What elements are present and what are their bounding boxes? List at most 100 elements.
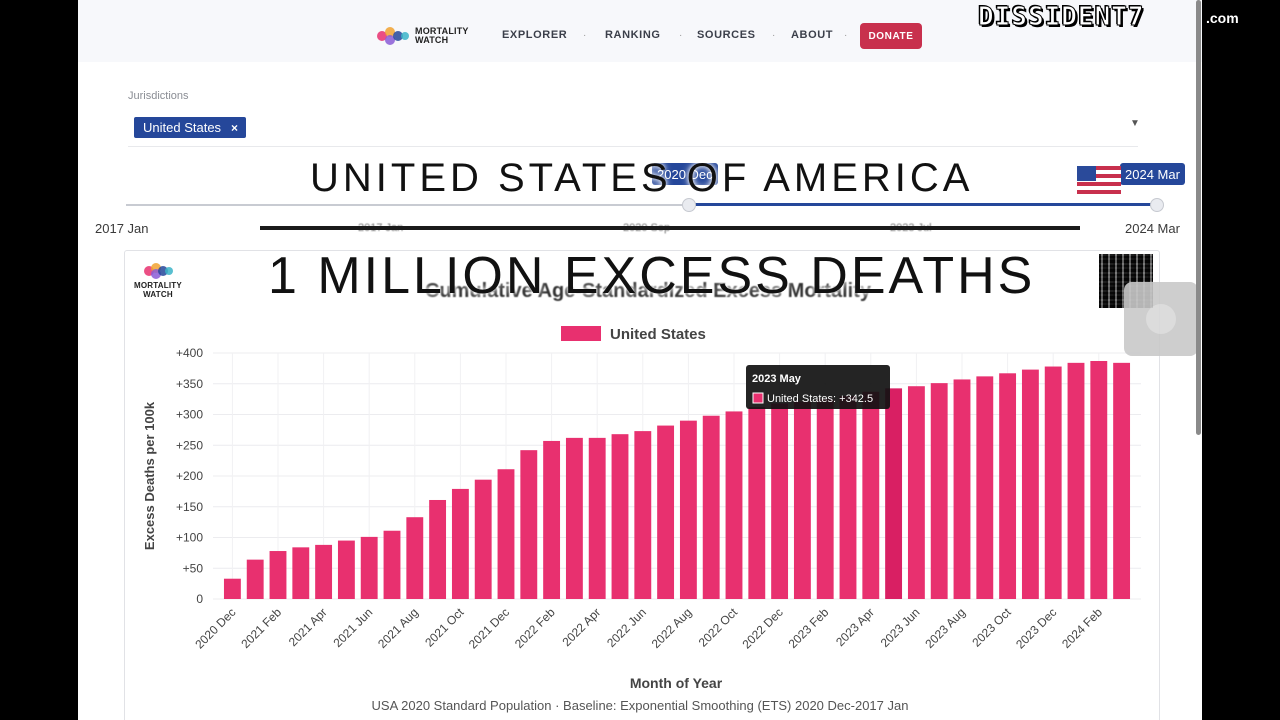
nav-link-explorer[interactable]: EXPLORER	[502, 29, 568, 41]
x-tick-label: 2022 Feb	[512, 605, 558, 651]
overlay-subheadline: 1 MILLION EXCESS DEATHS	[268, 247, 1036, 305]
chart-tooltip: 2023 May United States: +342.5	[746, 365, 890, 409]
bar-2022-aug[interactable]	[679, 420, 697, 599]
x-tick-label: 2021 Aug	[375, 605, 421, 651]
bar-2024-feb[interactable]	[1090, 360, 1108, 599]
slider-handle-start[interactable]	[682, 198, 696, 212]
scrollbar[interactable]	[1196, 0, 1201, 435]
bar-2023-feb[interactable]	[816, 399, 834, 599]
chart-logo: MORTALITY WATCH	[134, 262, 182, 299]
nav-link-sources[interactable]: SOURCES	[697, 29, 756, 41]
y-tick-label: +150	[176, 500, 203, 514]
bar-2022-oct[interactable]	[725, 411, 743, 599]
y-tick-label: +200	[176, 469, 203, 483]
bar-2023-may[interactable]	[885, 388, 903, 599]
y-axis-label: Excess Deaths per 100k	[142, 401, 157, 550]
bar-2021-nov[interactable]	[474, 479, 492, 599]
x-tick-label: 2023 Apr	[833, 605, 877, 649]
logo-line-1: MORTALITY	[415, 26, 469, 36]
y-axis-ticks: 0 +50 +100 +150 +200 +250 +300 +350 +400	[176, 346, 203, 606]
tooltip-title: 2023 May	[752, 373, 802, 385]
bar-2023-jul[interactable]	[930, 383, 948, 599]
chart-plot: United States 0 +50 +100 +150 +200 +250 +300 +3…	[142, 326, 1141, 713]
bar-2023-apr[interactable]	[862, 391, 880, 599]
x-tick-label: 2022 Aug	[649, 605, 695, 651]
bar-2021-jan[interactable]	[246, 559, 264, 599]
floating-overlay-button[interactable]	[1124, 282, 1198, 356]
mortality-watch-logo[interactable]: MORTALITY WATCH	[375, 24, 469, 48]
bar-2022-feb[interactable]	[543, 440, 561, 599]
bar-2021-jul[interactable]	[383, 530, 401, 599]
bar-2021-may[interactable]	[337, 540, 355, 599]
nav-separator: ·	[583, 30, 587, 41]
x-axis-ticks: 2020 Dec 2021 Feb 2021 Apr 2021 Jun 2021 Aug…	[192, 605, 1105, 652]
date-range-slider-track[interactable]	[126, 204, 1156, 206]
bar-2023-jun[interactable]	[907, 386, 925, 599]
bar-2021-aug[interactable]	[406, 517, 424, 599]
donate-button[interactable]: DONATE	[860, 23, 922, 49]
bar-2022-apr[interactable]	[588, 437, 606, 599]
bar-2021-jun[interactable]	[360, 536, 378, 599]
bar-2022-jan[interactable]	[520, 450, 538, 599]
bar-2021-oct[interactable]	[451, 488, 469, 599]
x-tick-label: 2022 Dec	[739, 605, 785, 651]
bar-2020-dec[interactable]	[223, 578, 241, 599]
bar-2021-apr[interactable]	[315, 544, 333, 599]
bar-2022-jun[interactable]	[634, 431, 652, 599]
bar-2023-oct[interactable]	[999, 373, 1017, 599]
bar-2023-jan[interactable]	[793, 401, 811, 599]
bar-2023-sep[interactable]	[976, 376, 994, 599]
slider-start-tooltip: 2020 Dec	[652, 163, 718, 185]
slider-max-label: 2024 Mar	[1125, 221, 1180, 236]
logo-icon	[377, 27, 409, 45]
bar-2022-nov[interactable]	[748, 407, 766, 599]
chart-logo-line-2: WATCH	[143, 290, 173, 299]
x-tick-label: 2023 Dec	[1013, 605, 1059, 651]
x-tick-label: 2023 Aug	[922, 605, 968, 651]
chevron-down-icon[interactable]: ▼	[1130, 118, 1140, 129]
x-tick-label: 2021 Dec	[466, 605, 512, 651]
tooltip-box	[746, 365, 890, 409]
x-tick-label: 2024 Feb	[1059, 605, 1105, 651]
chart-footnote: USA 2020 Standard Population · Baseline:…	[372, 698, 909, 713]
bar-2022-mar[interactable]	[565, 437, 583, 599]
x-tick-label: 2020 Dec	[192, 605, 238, 651]
jurisdiction-chip[interactable]: United States ×	[134, 117, 247, 138]
jurisdiction-chip-label: United States	[143, 120, 222, 135]
bar-2021-sep[interactable]	[429, 499, 447, 599]
legend-label: United States	[610, 326, 706, 343]
bar-2024-mar[interactable]	[1113, 362, 1131, 599]
chart-legend[interactable]: United States	[561, 326, 706, 343]
nav-link-ranking[interactable]: RANKING	[605, 29, 661, 41]
chart-logo-text: MORTALITY WATCH	[134, 281, 182, 299]
bar-2023-aug[interactable]	[953, 379, 971, 599]
y-tick-label: +100	[176, 531, 203, 545]
tooltip-body: United States: +342.5	[767, 393, 873, 405]
bar-2023-dec[interactable]	[1044, 366, 1062, 599]
x-tick-label: 2021 Apr	[286, 605, 330, 649]
nav-separator: ·	[679, 30, 683, 41]
logo-line-2: WATCH	[415, 35, 449, 45]
bar-2022-sep[interactable]	[702, 415, 720, 599]
bar-2023-mar[interactable]	[839, 396, 857, 599]
jurisdictions-label: Jurisdictions	[128, 90, 189, 102]
watermark-suffix: .com	[1206, 10, 1239, 26]
y-tick-label: +50	[183, 561, 204, 575]
bar-2022-dec[interactable]	[771, 403, 789, 599]
bar-2022-may[interactable]	[611, 434, 629, 599]
bar-2023-nov[interactable]	[1021, 369, 1039, 599]
bar-2021-mar[interactable]	[292, 547, 310, 599]
bar-2021-feb[interactable]	[269, 551, 287, 599]
remove-icon[interactable]: ×	[231, 120, 239, 135]
x-tick-label: 2022 Jun	[604, 605, 649, 650]
chart-title: Cumulative Age-Standardized Excess Morta…	[424, 280, 872, 302]
bar-2021-dec[interactable]	[497, 469, 515, 599]
slider-handle-end[interactable]	[1150, 198, 1164, 212]
top-navbar: MORTALITY WATCH EXPLORER · RANKING · SOU…	[78, 0, 1202, 62]
x-tick-label: 2022 Oct	[696, 605, 741, 650]
bar-2022-jul[interactable]	[657, 425, 675, 599]
bar-series-united-states	[223, 360, 1131, 599]
nav-link-about[interactable]: ABOUT	[791, 29, 834, 41]
bar-2024-jan[interactable]	[1067, 362, 1085, 599]
x-tick-label: 2023 Feb	[786, 605, 832, 651]
